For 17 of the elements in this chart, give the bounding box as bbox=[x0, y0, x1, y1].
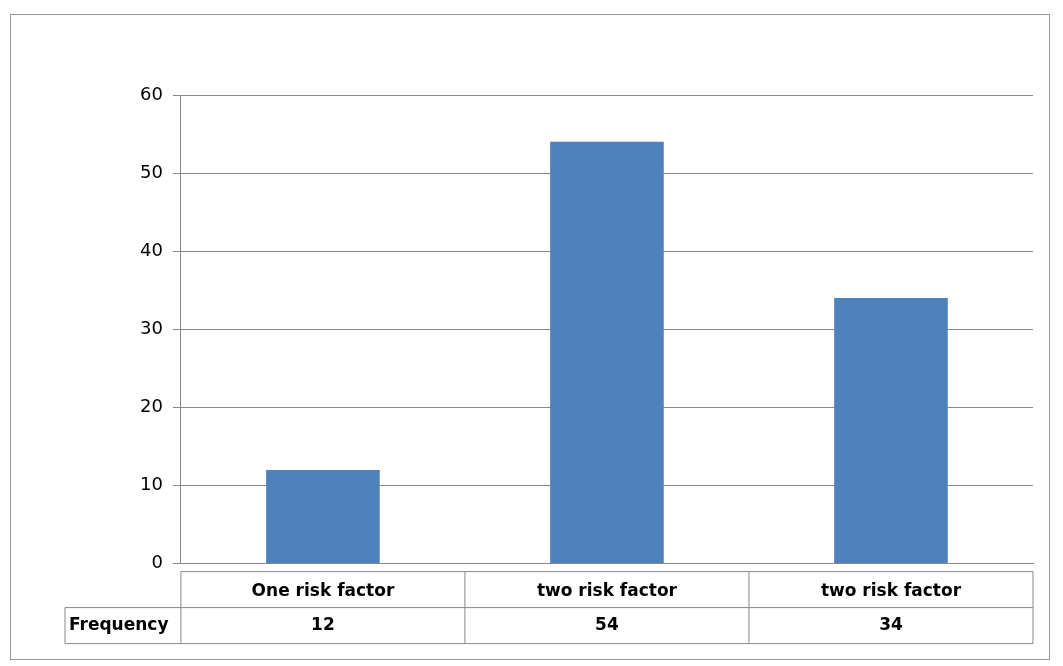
bar bbox=[266, 469, 380, 564]
data-label: 54 bbox=[595, 614, 619, 635]
y-tick-label: 50 bbox=[140, 160, 163, 182]
y-tick-label: 30 bbox=[140, 316, 163, 338]
y-tick-label: 0 bbox=[151, 551, 163, 573]
y-tick-label: 20 bbox=[140, 395, 163, 417]
y-tick-label: 60 bbox=[140, 82, 163, 104]
x-tick-label: One risk factor bbox=[251, 580, 395, 601]
y-tick-label: 40 bbox=[140, 238, 163, 260]
data-label: 12 bbox=[311, 614, 335, 635]
data-label: 34 bbox=[879, 614, 903, 635]
bar bbox=[834, 298, 948, 564]
text: Frequency bbox=[69, 614, 169, 635]
x-tick-label: two risk factor bbox=[536, 580, 678, 601]
bar bbox=[550, 141, 664, 564]
y-tick-label: 10 bbox=[140, 473, 163, 495]
x-tick-label: two risk factor bbox=[820, 580, 962, 601]
